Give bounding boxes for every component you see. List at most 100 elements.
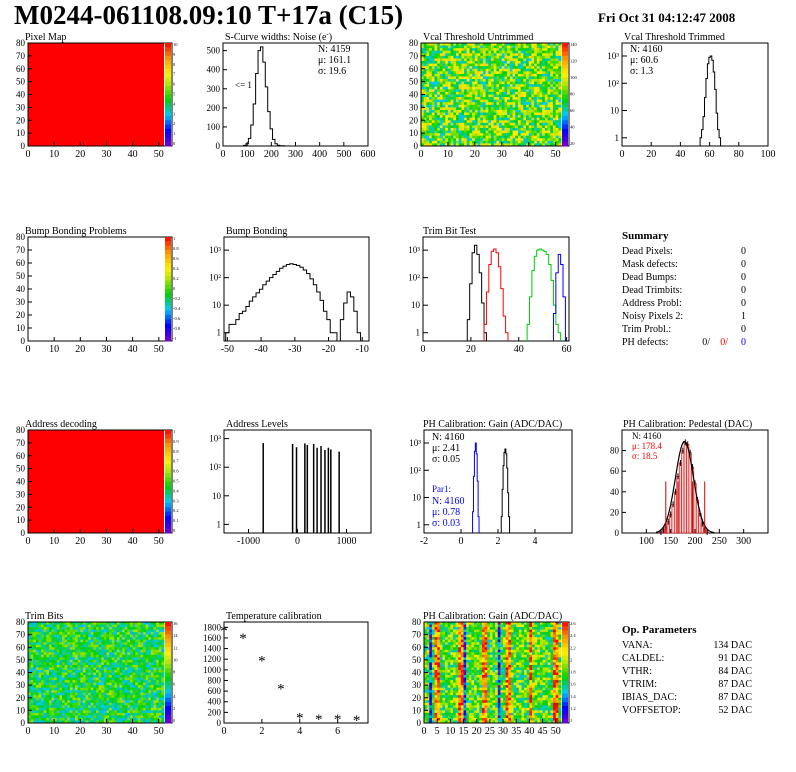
heatmap-cell [421,135,425,139]
heatmap-cell [161,622,165,625]
y-tick-label: 300 [207,84,221,94]
heatmap-cell [474,135,478,139]
heatmap-cell [140,710,144,714]
heatmap-cell [48,700,52,704]
heatmap-cell [491,138,495,142]
heatmap-cell [523,55,527,59]
heatmap-cell [453,81,457,85]
heatmap-cell [33,662,37,666]
colorbar-cell [165,133,171,138]
heatmap-cell [85,669,89,673]
heatmap-cell [474,81,478,85]
heatmap-cell [458,71,462,75]
heatmap-cell [90,710,94,714]
heatmap-cell [555,122,559,126]
heatmap-cell [439,50,443,54]
heatmap-cell [491,120,495,124]
heatmap-cell [450,66,454,70]
heatmap-cell [421,71,425,75]
heatmap-cell [69,675,73,678]
heatmap-cell [130,632,134,636]
heatmap-cell [111,695,115,699]
heatmap-cell [488,86,492,90]
heatmap-cell [150,692,154,696]
heatmap-cell [156,659,160,663]
heatmap-cell [80,697,84,701]
heatmap-cell [33,677,37,681]
heatmap-cell [442,43,446,46]
heatmap-cell [491,45,495,49]
heatmap-cell [474,84,478,88]
heatmap-cell [550,115,554,119]
heatmap-cell [96,634,100,638]
histogram-bar [683,442,687,534]
heatmap-cell [48,632,52,636]
heatmap-cell [437,97,441,101]
heatmap-cell [477,115,481,119]
heatmap-cell [90,715,94,719]
heatmap-cell [453,89,457,93]
heatmap-cell [493,109,497,113]
summary-label: Noisy Pixels 2: [622,311,683,322]
heatmap-cell [458,58,462,62]
heatmap-cell [547,63,551,67]
heatmap-cell [130,629,134,633]
heatmap-cell [429,109,433,113]
heatmap-cell [532,629,536,633]
heatmap-cell [437,140,441,144]
heatmap-cell [135,712,139,716]
heatmap-cell [558,48,562,52]
heatmap-cell [504,58,508,62]
heatmap-cell [85,672,89,676]
heatmap-cell [539,138,543,142]
heatmap-cell [130,715,134,719]
heatmap-cell [30,697,34,701]
heatmap-cell [504,84,508,88]
heatmap-cell [496,71,500,75]
heatmap-cell [137,657,141,661]
heatmap-cell [450,107,454,111]
heatmap-cell [127,627,131,630]
heatmap-cell [153,662,157,666]
heatmap-cell [109,624,113,628]
heatmap-cell [512,76,516,80]
heatmap-cell [30,690,34,694]
heatmap-cell [101,639,105,643]
heatmap-cell [515,86,519,90]
heatmap-cell [485,43,489,46]
heatmap-cell [445,66,449,70]
heatmap-cell [488,97,492,101]
heatmap-cell [33,659,37,663]
heatmap-cell [536,133,540,137]
heatmap-cell [56,637,60,641]
y-tick-label: 60 [610,466,620,476]
heatmap-cell [534,107,538,111]
heatmap-cell [491,97,495,101]
heatmap-cell [501,45,505,49]
heatmap-cell [153,657,157,661]
heatmap-cell [469,45,473,49]
heatmap-cell [135,649,139,653]
heatmap-cell [431,45,435,49]
heatmap-cell [85,715,89,719]
histogram-bar [674,491,678,534]
heatmap-cell [439,104,443,108]
heatmap-cell [501,102,505,106]
heatmap-cell [466,99,470,103]
heatmap-cell [132,692,136,696]
heatmap-cell [534,73,538,77]
heatmap-cell [515,89,519,93]
heatmap-cell [111,669,115,673]
heatmap-cell [488,50,492,54]
heatmap-cell [496,68,500,72]
heatmap-cell [35,680,39,683]
heatmap-cell [477,79,481,83]
heatmap-cell [509,135,513,139]
heatmap-cell [544,48,548,52]
heatmap-cell [88,710,92,714]
heatmap-cell [98,687,102,691]
heatmap-cell [536,71,540,75]
heatmap-cell [528,91,532,95]
heatmap-cell [493,43,497,46]
heatmap-cell [485,99,489,103]
